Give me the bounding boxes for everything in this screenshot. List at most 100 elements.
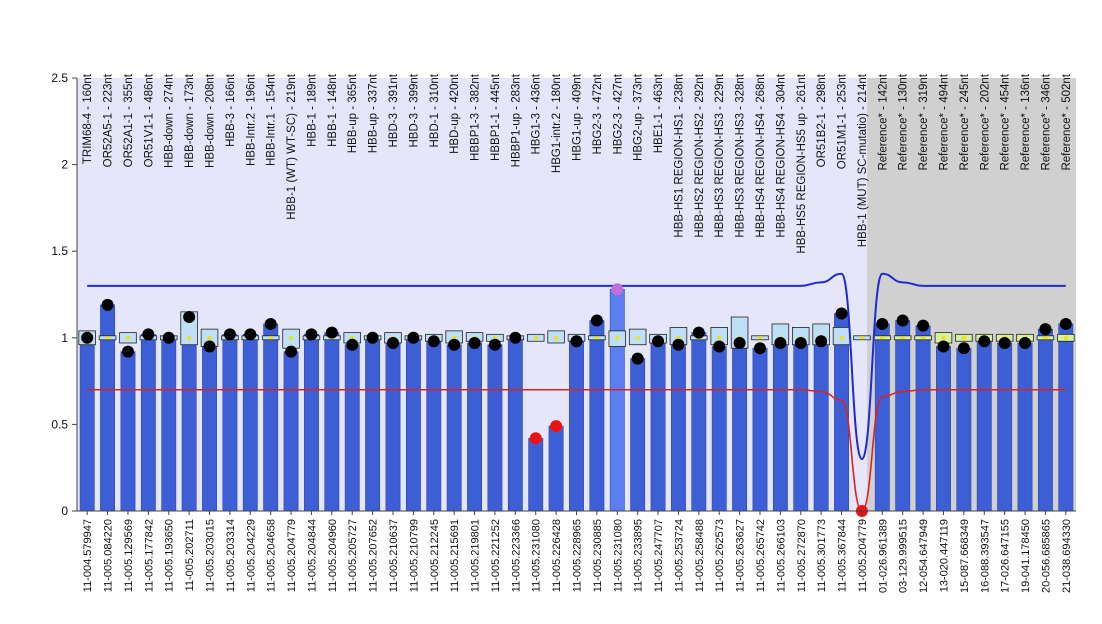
probe-label: HBG2-up - 373nt — [633, 73, 645, 161]
probe-label: HBD-up - 420nt — [449, 73, 461, 154]
ratio-dot — [713, 340, 726, 353]
x-tick-label: 11-005.084220 — [103, 519, 115, 592]
ratio-dot — [1019, 336, 1032, 349]
median-mark — [1043, 336, 1048, 340]
bar — [79, 337, 95, 512]
bar — [1058, 323, 1074, 512]
ratio-dot — [448, 338, 461, 351]
median-mark — [1063, 336, 1068, 340]
ratio-dot — [529, 432, 542, 445]
bar — [732, 342, 748, 512]
x-tick-label: 11-005.212245 — [429, 519, 441, 592]
x-tick-label: 11-005.207652 — [368, 519, 380, 592]
bar — [202, 346, 217, 512]
x-tick-label: 11-005.129569 — [123, 519, 135, 592]
x-tick-label: 11-005.204779 — [286, 519, 298, 592]
bar — [344, 344, 360, 512]
bar — [426, 340, 442, 512]
ratio-dot — [366, 331, 379, 344]
bar — [446, 344, 462, 512]
bar — [569, 340, 584, 512]
bar — [936, 346, 951, 512]
median-mark — [615, 336, 620, 340]
x-tick-label: 11-005.204229 — [245, 519, 257, 592]
x-tick-label: 12-054.647949 — [918, 519, 930, 593]
x-tick-label: 11-005.223366 — [510, 519, 522, 592]
x-axis: 11-004.579947 11-005.084220 11-005.129569 1… — [77, 510, 1076, 593]
ratio-dot — [692, 326, 705, 339]
x-tick-label: 11-005.221252 — [490, 519, 502, 592]
probe-label: Reference* - 346nt — [1040, 73, 1052, 170]
probe-label: Reference* - 245nt — [959, 73, 971, 170]
y-tick-label: 2.5 — [51, 71, 68, 85]
bar — [120, 351, 136, 512]
bar — [548, 425, 564, 512]
bar — [283, 351, 299, 512]
bar — [263, 323, 279, 512]
bar — [365, 337, 381, 512]
median-mark — [921, 336, 926, 340]
x-tick-label: 11-005.230885 — [592, 519, 604, 592]
bar — [181, 316, 197, 512]
median-mark — [289, 336, 294, 340]
median-mark — [350, 336, 355, 340]
x-tick-label: 11-005.215691 — [449, 519, 461, 592]
median-mark — [900, 336, 905, 340]
bar — [609, 289, 625, 512]
x-tick-label: 01-026.961389 — [877, 519, 889, 593]
probe-label: HBB-1 - 189nt — [306, 73, 318, 147]
median-mark — [757, 336, 762, 340]
ratio-dot — [162, 331, 175, 344]
probe-label: Reference* - 494nt — [938, 73, 950, 170]
probe-label: HBG1-intr.2 - 180nt — [551, 73, 563, 173]
x-tick-label: 11-005.177842 — [143, 519, 155, 592]
bar — [222, 334, 238, 512]
ratio-dot — [387, 336, 400, 349]
probe-label: OR51V1-1 - 486nt — [143, 73, 155, 167]
median-mark — [961, 336, 966, 340]
x-tick-label: 11-005.204658 — [266, 519, 278, 592]
bar — [772, 342, 788, 512]
bar — [405, 337, 421, 512]
bar — [528, 437, 544, 512]
ratio-dot — [305, 328, 318, 341]
x-tick-label: 11-005.203314 — [225, 519, 237, 592]
probe-label: Reference* - 202nt — [979, 73, 991, 170]
limit-lines-group — [87, 272, 1066, 512]
ratio-dot — [876, 317, 889, 330]
bar — [956, 347, 972, 512]
probe-label: HBB-Intr.1 - 154nt — [266, 73, 278, 166]
bar — [691, 332, 707, 512]
bar — [1017, 342, 1033, 512]
x-tick-label: 11-005.253724 — [673, 519, 685, 592]
probe-label: HBB-down - 173nt — [184, 73, 196, 168]
ratio-dot — [753, 342, 766, 355]
ratio-dot — [285, 345, 298, 358]
probe-label: HBG1-up - 409nt — [572, 73, 584, 161]
x-tick-label: 11-005.265742 — [755, 519, 767, 592]
median-mark — [533, 336, 538, 340]
probe-labels-group: TRIM68-4 - 160nt OR52A5-1 - 223nt OR52A1-1… — [82, 73, 1073, 253]
probe-label: HBB-1 (MUT) SC-mutatio) - 214nt — [857, 73, 869, 247]
median-mark — [187, 336, 192, 340]
ratio-dot — [264, 317, 277, 330]
ratio-dot — [468, 336, 481, 349]
ratio-dot — [631, 352, 644, 365]
ratio-dot — [142, 328, 155, 341]
ratio-dot — [957, 342, 970, 355]
x-tick-label: 03-129.999515 — [898, 519, 910, 593]
x-tick-label: 11-005.262573 — [714, 519, 726, 592]
y-tick-label: 0.5 — [51, 417, 68, 431]
probe-label: HBG1-3 - 436nt — [531, 73, 543, 154]
bar — [976, 340, 992, 512]
x-tick-label: 11-005.228965 — [572, 519, 584, 592]
bar — [242, 334, 258, 512]
x-tick-label: 11-005.219801 — [470, 519, 482, 592]
bar — [813, 340, 829, 512]
ratio-dot — [611, 283, 624, 296]
bar — [915, 325, 931, 512]
bar — [467, 342, 482, 512]
x-tick-label: 16-088.393547 — [979, 519, 991, 593]
ratio-dot — [815, 335, 828, 348]
